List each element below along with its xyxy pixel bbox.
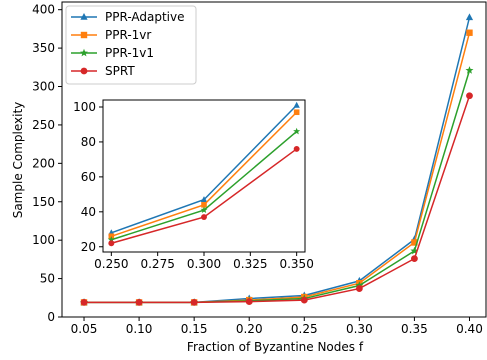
y-tick-label: 20 bbox=[81, 240, 96, 254]
data-point bbox=[108, 240, 115, 247]
y-tick-label: 200 bbox=[32, 156, 55, 170]
y-tick-label: 400 bbox=[32, 3, 55, 17]
y-tick-label: 250 bbox=[32, 118, 55, 132]
x-tick-label: 0.05 bbox=[71, 322, 98, 336]
y-tick-label: 150 bbox=[32, 195, 55, 209]
data-point bbox=[355, 285, 363, 292]
data-point bbox=[465, 13, 474, 21]
data-point bbox=[245, 298, 253, 306]
data-point bbox=[466, 29, 473, 36]
data-point bbox=[411, 255, 418, 263]
x-tick-label: 0.350 bbox=[279, 257, 313, 271]
data-point bbox=[107, 236, 115, 243]
data-point bbox=[135, 299, 143, 306]
data-point bbox=[293, 101, 300, 108]
x-tick-label: 0.30 bbox=[346, 322, 373, 336]
legend-label: PPR-1vr bbox=[105, 28, 151, 42]
data-point bbox=[293, 109, 300, 116]
main-plot: 0.05 0.10 0.15 0.20 0.25 0.30 0.35 0.40 0 50 100 15… bbox=[32, 1, 487, 336]
legend-marker bbox=[80, 13, 88, 20]
x-tick-label: 0.10 bbox=[126, 322, 153, 336]
data-point bbox=[190, 299, 198, 306]
x-tick-label: 0.15 bbox=[181, 322, 208, 336]
legend-box bbox=[65, 5, 197, 85]
y-tick-label: 40 bbox=[81, 205, 96, 219]
x-axis-label: Fraction of Byzantine Nodes f bbox=[187, 340, 364, 354]
y-tick-label: 60 bbox=[81, 170, 96, 184]
data-point bbox=[200, 206, 208, 214]
data-point bbox=[300, 296, 308, 304]
x-tick-label: 0.40 bbox=[456, 322, 483, 336]
inset-plot: 0.250 0.275 0.300 0.325 0.350 20 40 60 80 100 bbox=[73, 99, 314, 271]
data-point bbox=[465, 66, 474, 74]
x-tick-label: 0.25 bbox=[291, 322, 318, 336]
y-tick-label: 0 bbox=[47, 310, 55, 324]
data-point bbox=[293, 127, 301, 135]
y-axis-label: Sample Complexity bbox=[11, 102, 25, 219]
data-point bbox=[293, 145, 300, 152]
y-tick-label: 50 bbox=[40, 272, 55, 286]
plot-frame bbox=[61, 1, 487, 318]
legend-marker bbox=[80, 67, 88, 75]
legend-label: PPR-Adaptive bbox=[105, 10, 185, 24]
legend-label: SPRT bbox=[105, 64, 135, 78]
data-point bbox=[201, 214, 207, 221]
x-tick-label: 0.250 bbox=[94, 257, 128, 271]
legend: PPR-Adaptive PPR-1vr PPR-1v1 SPRT bbox=[65, 5, 197, 85]
legend-label: PPR-1v1 bbox=[105, 46, 154, 60]
data-point bbox=[466, 92, 473, 100]
data-point bbox=[410, 246, 419, 255]
data-point bbox=[80, 299, 88, 306]
y-tick-label: 100 bbox=[73, 100, 96, 114]
legend-marker bbox=[80, 31, 88, 39]
x-tick-label: 0.20 bbox=[236, 322, 263, 336]
data-point bbox=[201, 202, 207, 208]
data-point bbox=[355, 281, 364, 289]
x-tick-label: 0.35 bbox=[401, 322, 428, 336]
series-line bbox=[84, 95, 471, 304]
legend-marker bbox=[80, 48, 88, 57]
x-tick-label: 0.275 bbox=[140, 257, 174, 271]
y-tick-label: 350 bbox=[32, 41, 55, 55]
y-tick-label: 300 bbox=[32, 80, 55, 94]
x-tick-label: 0.300 bbox=[187, 257, 221, 271]
y-tick-label: 80 bbox=[81, 135, 96, 149]
x-tick-label: 0.325 bbox=[233, 257, 267, 271]
y-tick-label: 100 bbox=[32, 233, 55, 247]
data-point bbox=[200, 196, 208, 203]
data-point bbox=[411, 239, 418, 246]
